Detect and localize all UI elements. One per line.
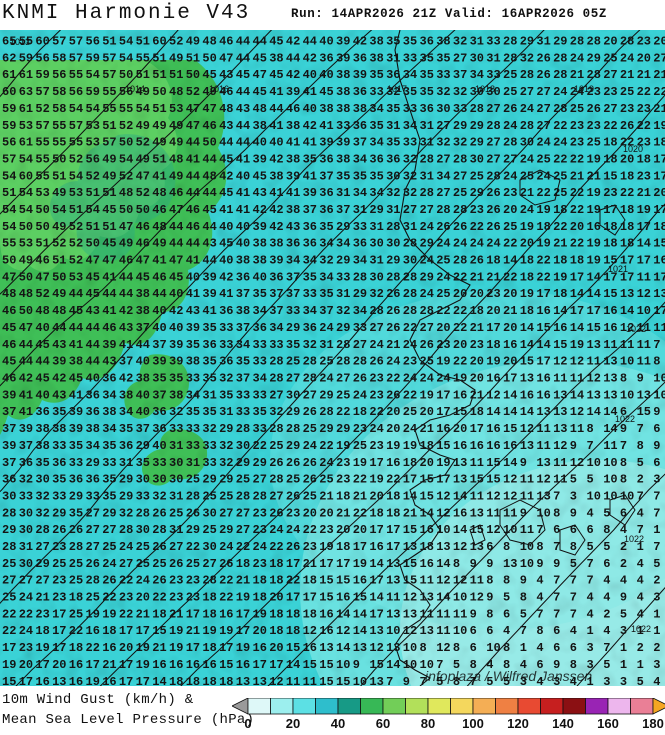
svg-text:120: 120 <box>507 716 529 731</box>
svg-text:180: 180 <box>642 716 664 731</box>
svg-text:80: 80 <box>421 716 435 731</box>
svg-text:100: 100 <box>462 716 484 731</box>
svg-text:140: 140 <box>552 716 574 731</box>
svg-text:20: 20 <box>286 716 300 731</box>
svg-text:40: 40 <box>331 716 345 731</box>
svg-text:160: 160 <box>597 716 619 731</box>
svg-text:60: 60 <box>376 716 390 731</box>
svg-text:0: 0 <box>244 716 251 731</box>
